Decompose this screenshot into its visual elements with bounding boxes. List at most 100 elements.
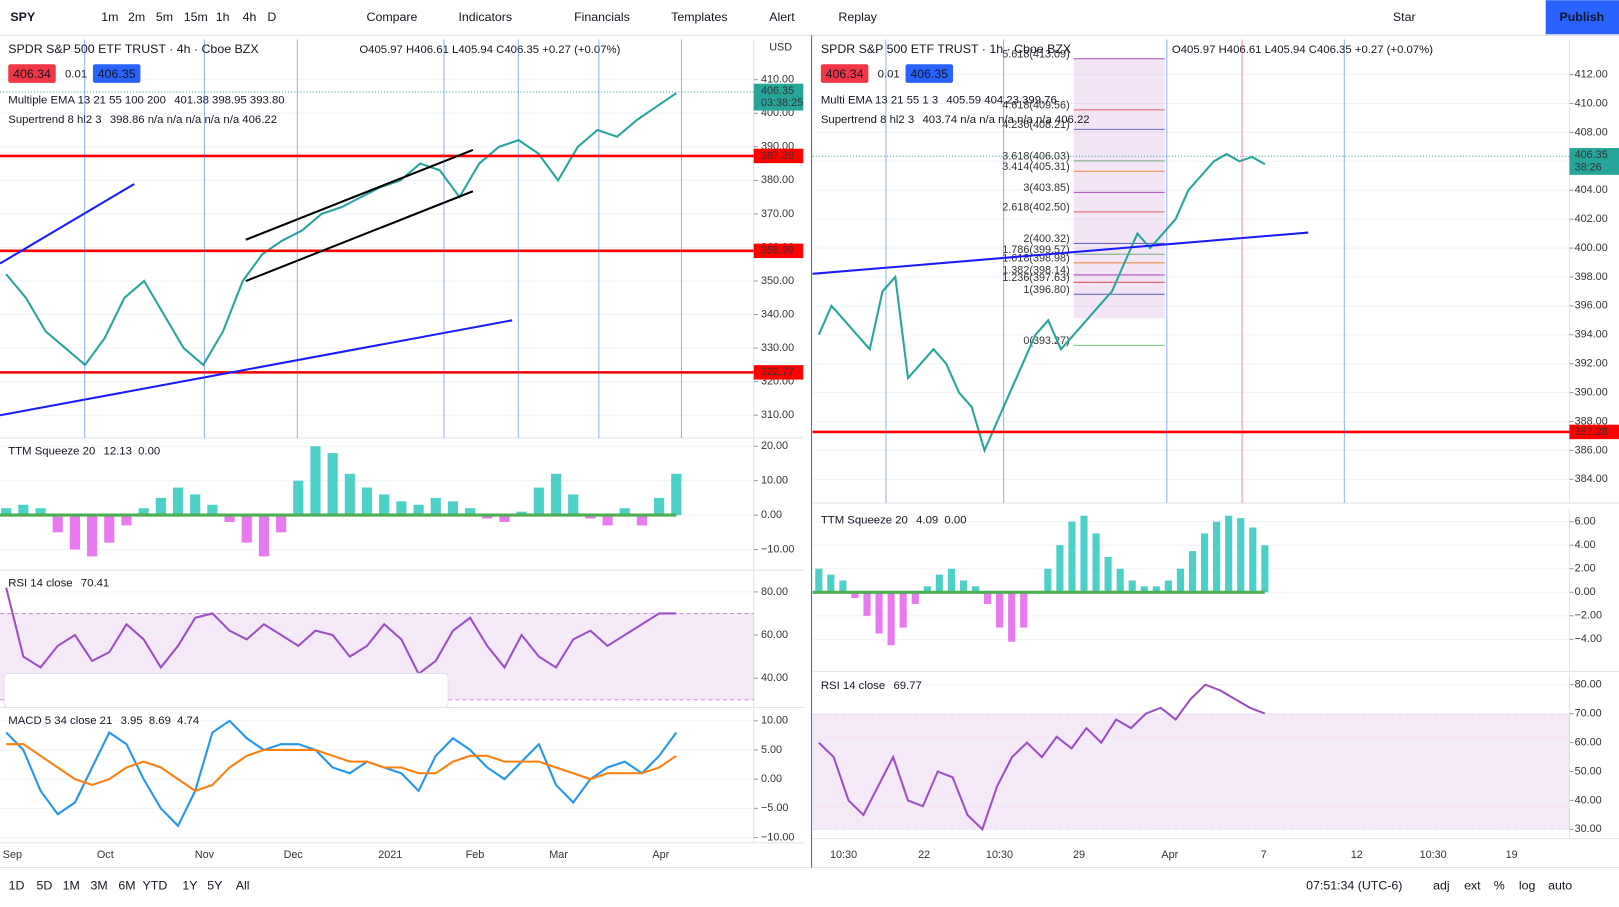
y-tick-label: 402.00 bbox=[1575, 213, 1608, 225]
histogram-bar bbox=[1008, 592, 1016, 642]
symbol-title: SPDR S&P 500 ETF TRUST · 1h · Cboe BZX bbox=[821, 42, 1071, 56]
interval[interactable]: 2m bbox=[128, 10, 145, 24]
histogram-bar bbox=[155, 497, 166, 516]
y-tick-label: 380.00 bbox=[761, 174, 794, 186]
range-button[interactable]: YTD bbox=[143, 878, 168, 892]
y-tick-label: 340.00 bbox=[761, 308, 794, 320]
histogram-bar bbox=[258, 515, 270, 557]
toolbar-button[interactable]: Compare bbox=[367, 10, 418, 24]
histogram-bar bbox=[827, 574, 835, 593]
histogram-bar bbox=[310, 446, 321, 516]
y-tick-label: 6.00 bbox=[1575, 516, 1596, 528]
histogram-bar bbox=[619, 508, 630, 516]
scale-option[interactable]: adj bbox=[1433, 878, 1450, 892]
series-line bbox=[817, 152, 1266, 454]
toolbar-button[interactable]: Alert bbox=[769, 10, 795, 24]
y-tick-label: 396.00 bbox=[1575, 300, 1608, 312]
y-tick-label: 10.00 bbox=[761, 475, 788, 487]
histogram-bar bbox=[1200, 533, 1209, 593]
y-tick-label: −5.00 bbox=[761, 802, 788, 814]
y-tick-label: 408.00 bbox=[1575, 126, 1608, 138]
histogram-bar bbox=[276, 515, 287, 533]
fib-label: 4.236(408.21) bbox=[1002, 119, 1069, 131]
clock: 07:51:34 (UTC-6) bbox=[1306, 878, 1402, 892]
histogram-bar bbox=[1152, 586, 1160, 593]
trend-line bbox=[0, 319, 513, 417]
range-button[interactable]: All bbox=[236, 878, 250, 892]
histogram-bar bbox=[121, 515, 132, 526]
toolbar-button[interactable]: Templates bbox=[671, 10, 727, 24]
histogram-bar bbox=[465, 508, 476, 516]
interval[interactable]: D bbox=[267, 10, 276, 24]
indicator-value: 69.77 bbox=[893, 680, 921, 692]
histogram-bar bbox=[875, 592, 883, 634]
scale-option[interactable]: auto bbox=[1548, 878, 1572, 892]
histogram-bar bbox=[863, 592, 871, 616]
range-button[interactable]: 3M bbox=[91, 878, 108, 892]
level-label: 387.28 bbox=[1575, 426, 1608, 438]
interval[interactable]: 5m bbox=[156, 10, 173, 24]
toolbar-button[interactable]: Indicators bbox=[458, 10, 512, 24]
histogram-bar bbox=[18, 504, 29, 516]
fib-label: 2.618(402.50) bbox=[1002, 202, 1069, 214]
histogram-bar bbox=[533, 487, 544, 516]
publish-button[interactable] bbox=[1545, 0, 1619, 35]
x-tick-label: Oct bbox=[97, 849, 114, 861]
indicator-name: Supertrend 8 hl2 3 bbox=[8, 114, 101, 126]
y-tick-label: 10.00 bbox=[761, 715, 788, 727]
scale-option[interactable]: % bbox=[1494, 878, 1505, 892]
histogram-bar bbox=[636, 515, 648, 526]
histogram-bar bbox=[499, 515, 510, 522]
level-label: 322.77 bbox=[761, 366, 794, 378]
publish-label[interactable]: Publish bbox=[1559, 10, 1604, 24]
interval[interactable]: 1h bbox=[216, 10, 230, 24]
scale-option[interactable]: log bbox=[1519, 878, 1536, 892]
indicator-name: MACD 5 34 close 21 bbox=[8, 715, 112, 727]
fib-label: 3(403.85) bbox=[1023, 182, 1069, 194]
countdown: 03:38:25 bbox=[761, 97, 803, 109]
indicator-values: 398.86 n/a n/a n/a n/a n/a 406.22 bbox=[110, 114, 277, 126]
bid-box bbox=[8, 64, 56, 83]
toolbar-button[interactable]: Financials bbox=[574, 10, 630, 24]
layout-name[interactable]: Star bbox=[1393, 10, 1416, 24]
histogram-bar bbox=[1261, 545, 1269, 593]
histogram-bar bbox=[1116, 568, 1124, 593]
y-tick-label: 412.00 bbox=[1575, 68, 1608, 80]
y-tick-label: 410.00 bbox=[1575, 97, 1608, 109]
level-tag bbox=[753, 365, 804, 380]
range-button[interactable]: 1M bbox=[63, 878, 80, 892]
interval[interactable]: 15m bbox=[184, 10, 208, 24]
scale-option[interactable]: ext bbox=[1464, 878, 1481, 892]
histogram-bar bbox=[430, 497, 441, 516]
toolbar-button[interactable]: Replay bbox=[838, 10, 877, 24]
y-tick-label: 390.00 bbox=[1575, 386, 1608, 398]
histogram-bar bbox=[361, 487, 373, 516]
range-button[interactable]: 5D bbox=[36, 878, 52, 892]
range-button[interactable]: 6M bbox=[118, 878, 135, 892]
histogram-bar bbox=[1188, 551, 1197, 593]
ask-box bbox=[92, 64, 141, 83]
interval[interactable]: 4h bbox=[243, 10, 257, 24]
last-price: 406.35 bbox=[1575, 149, 1608, 161]
histogram-bar bbox=[1092, 533, 1100, 593]
histogram-bar bbox=[1176, 568, 1185, 593]
histogram-bar bbox=[971, 586, 980, 593]
interval[interactable]: 1m bbox=[101, 10, 118, 24]
level-label: 387.28 bbox=[761, 150, 794, 162]
histogram-bar bbox=[224, 515, 235, 522]
histogram-bar bbox=[568, 494, 579, 516]
x-tick-label: 10:30 bbox=[986, 849, 1013, 861]
range-button[interactable]: 1Y bbox=[182, 878, 197, 892]
drawing-toolbar[interactable] bbox=[3, 672, 449, 709]
range-button[interactable]: 1D bbox=[9, 878, 25, 892]
ask: 406.35 bbox=[98, 67, 136, 81]
histogram-bar bbox=[52, 515, 63, 533]
range-button[interactable]: 5Y bbox=[207, 878, 222, 892]
spread: 0.01 bbox=[878, 69, 900, 81]
histogram-bar bbox=[1140, 586, 1148, 593]
symbol[interactable]: SPY bbox=[10, 10, 36, 24]
y-tick-label: 60.00 bbox=[1575, 736, 1602, 748]
content: SPY 1m 2m 5m 15m 1h 4h D Compare Indicators Financ… bbox=[0, 10, 1619, 892]
y-tick-label: −10.00 bbox=[761, 831, 794, 843]
